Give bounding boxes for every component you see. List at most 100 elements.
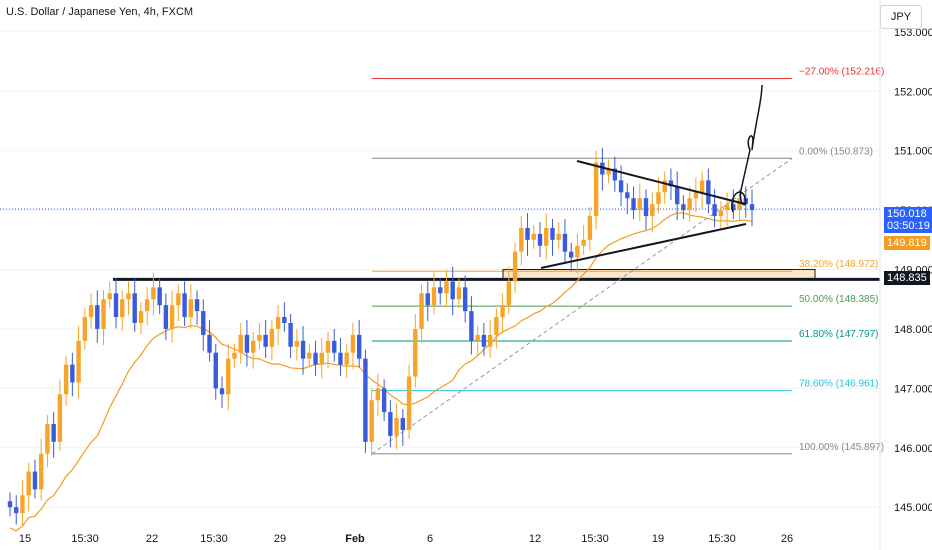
y-tick-label: 146.000 (894, 443, 932, 455)
ma-line (9, 212, 753, 532)
candle-body (612, 168, 618, 181)
candle-body (369, 400, 374, 442)
moving-average (9, 212, 753, 532)
candle-body (350, 334, 356, 353)
candle-body (625, 192, 630, 199)
candle-body (169, 305, 175, 329)
candle-body (381, 388, 387, 413)
fib-label: 61.80% (147.797) (799, 329, 879, 340)
candle-body (132, 293, 137, 323)
candle-body (219, 388, 225, 395)
candle-body (656, 192, 661, 205)
candle-body (325, 340, 331, 353)
candle-body (519, 227, 524, 252)
candle-body (500, 305, 505, 318)
candle-body (257, 334, 262, 341)
candle-body (668, 180, 674, 187)
upper-trendline (576, 160, 746, 205)
candle-body (151, 287, 156, 300)
candle-body (288, 323, 293, 347)
candle-body (26, 471, 31, 496)
candle-body (475, 334, 480, 341)
candle-body (344, 352, 349, 365)
candle-body (307, 352, 312, 359)
fib-label: 50.00% (148.385) (799, 294, 879, 305)
grid (0, 31, 880, 508)
level-price-tag: 148.835 (884, 271, 930, 285)
y-tick-label: 148.000 (894, 324, 932, 336)
x-tick-label: 6 (427, 533, 433, 545)
candle-body (88, 305, 94, 318)
candle-body (57, 394, 63, 442)
candle-body (637, 198, 642, 211)
candle-body (687, 198, 692, 211)
candle-body (45, 424, 50, 454)
candle-body (724, 204, 730, 211)
x-tick-label: 15:30 (200, 533, 228, 545)
candle-body (70, 364, 75, 383)
candle-body (82, 317, 88, 341)
candle-body (282, 317, 287, 323)
candle-body (332, 340, 337, 353)
currency-button[interactable]: JPY (880, 5, 922, 29)
candle-body (294, 340, 300, 347)
fib-label: 78.60% (146.961) (799, 379, 879, 390)
candle-body (550, 227, 555, 240)
countdown: 03:50:19 (887, 220, 930, 232)
candle-body (226, 358, 231, 395)
candle-body (244, 334, 250, 353)
candle-body (544, 227, 549, 246)
candle-body (201, 311, 206, 335)
candle-body (375, 388, 381, 401)
candle-body (388, 412, 393, 436)
y-tick-label: 147.000 (894, 383, 932, 395)
fibonacci-retracement: −27.00% (152.216) 0.00% (150.873) 38.20% (… (0, 66, 884, 455)
x-tick-label: 15:30 (581, 533, 609, 545)
candle-body (363, 358, 368, 442)
candle-body (562, 233, 568, 252)
candle-body (662, 180, 667, 193)
candle-body (413, 328, 418, 377)
candle-body (300, 340, 306, 359)
candle-body (76, 340, 81, 383)
fib-label: −27.00% (152.216) (799, 66, 884, 77)
candle-body (699, 180, 705, 193)
last-price-tag: 150.018 03:50:19 (884, 207, 932, 233)
candle-body (113, 293, 119, 318)
x-tick-label: Feb (345, 533, 365, 545)
candle-body (182, 293, 187, 318)
candle-body (512, 251, 518, 282)
candle-body (194, 299, 200, 312)
candle-body (7, 501, 13, 508)
candle-body (232, 352, 237, 359)
candle-body (718, 210, 724, 217)
candle-body (425, 293, 430, 306)
y-tick-label: 153.000 (894, 27, 932, 39)
candle-body (506, 281, 512, 306)
x-tick-label: 26 (781, 533, 793, 545)
candle-body (737, 198, 742, 211)
candle-body (356, 334, 362, 359)
candle-body (419, 293, 424, 329)
candle-body (120, 299, 125, 318)
x-tick-label: 15:30 (708, 533, 736, 545)
candle-body (14, 507, 19, 514)
candle-body (431, 287, 437, 306)
candle-body (63, 364, 69, 395)
candle-body (269, 328, 275, 347)
candle-body (107, 293, 112, 300)
candle-body (126, 293, 131, 300)
candle-body (38, 453, 44, 490)
candle-body (213, 352, 218, 389)
candle-body (444, 281, 449, 294)
candle-body (706, 180, 711, 205)
y-tick-label: 145.000 (894, 502, 932, 514)
candle-body (643, 198, 649, 217)
candle-body (693, 192, 699, 199)
candle-body (263, 334, 268, 347)
lower-trendline (540, 223, 747, 269)
last-price: 150.018 (887, 208, 927, 220)
candle-body (456, 287, 462, 300)
candle-body (600, 162, 605, 175)
